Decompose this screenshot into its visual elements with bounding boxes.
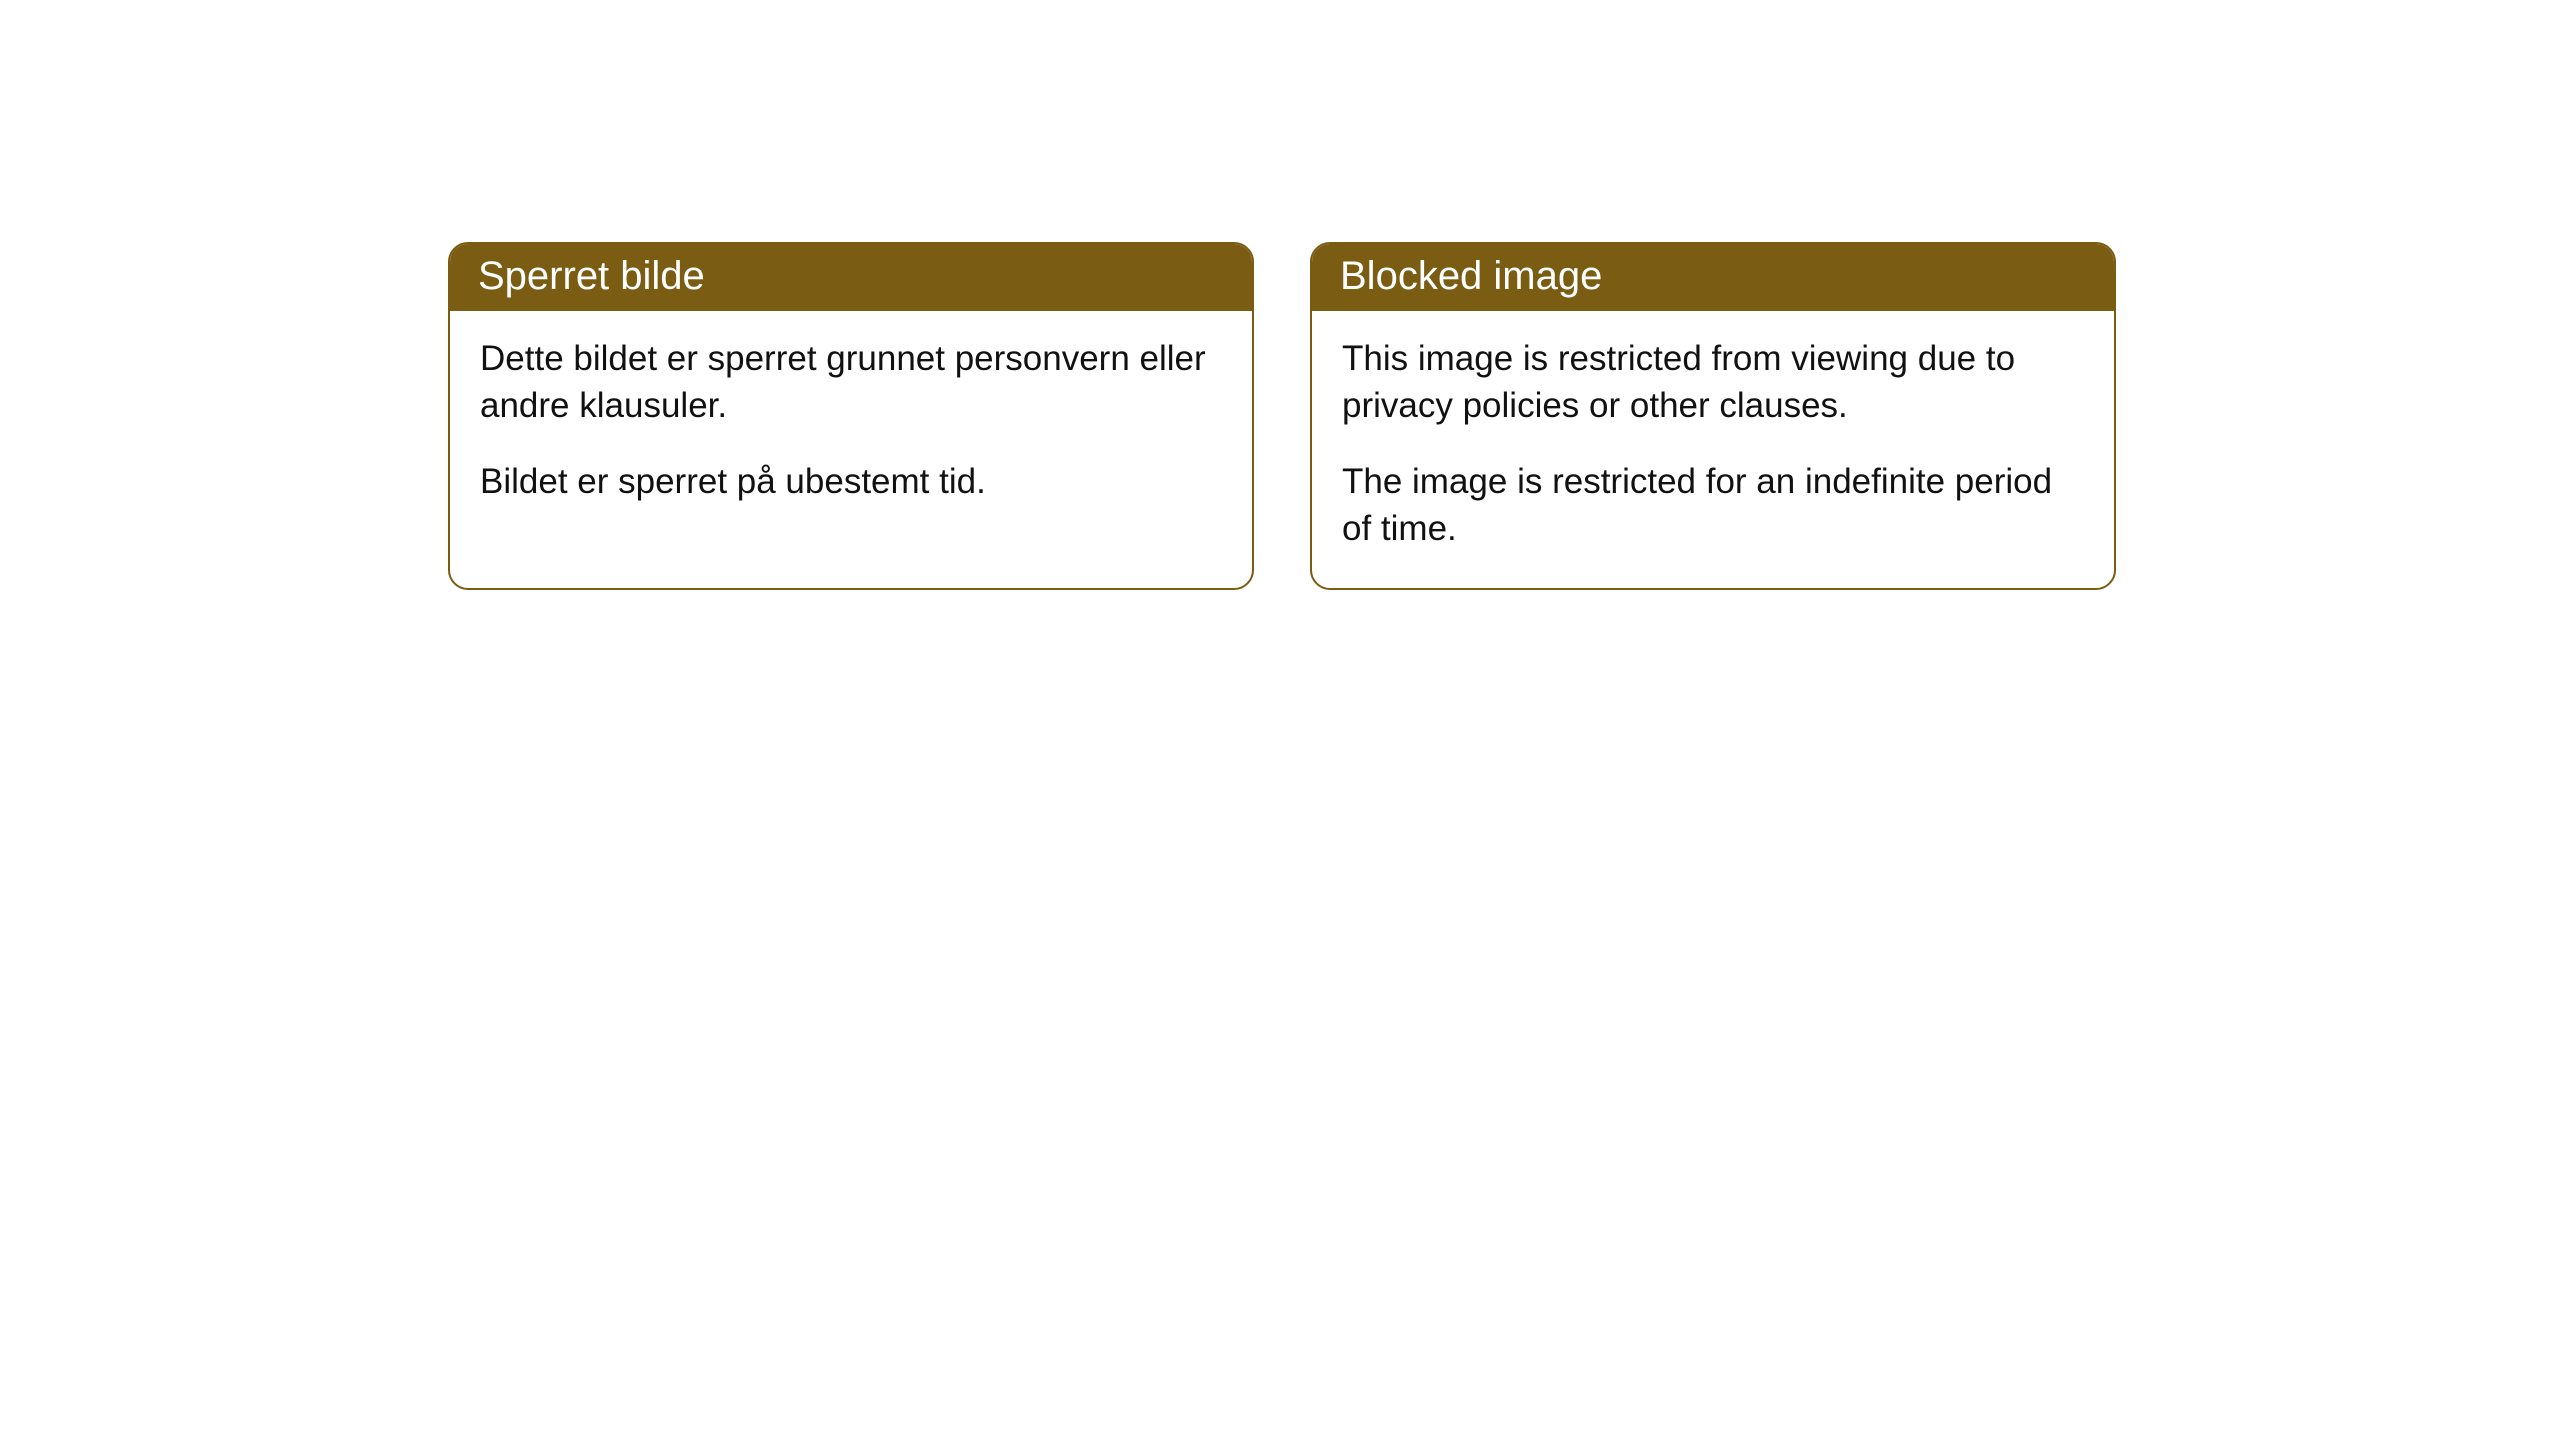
card-paragraph: Dette bildet er sperret grunnet personve…	[480, 335, 1222, 430]
card-body-en: This image is restricted from viewing du…	[1312, 311, 2114, 588]
card-header-en: Blocked image	[1312, 244, 2114, 311]
card-paragraph: This image is restricted from viewing du…	[1342, 335, 2084, 430]
notice-cards-container: Sperret bilde Dette bildet er sperret gr…	[0, 0, 2560, 590]
card-body-no: Dette bildet er sperret grunnet personve…	[450, 311, 1252, 541]
card-paragraph: Bildet er sperret på ubestemt tid.	[480, 458, 1222, 505]
blocked-image-card-en: Blocked image This image is restricted f…	[1310, 242, 2116, 590]
blocked-image-card-no: Sperret bilde Dette bildet er sperret gr…	[448, 242, 1254, 590]
card-paragraph: The image is restricted for an indefinit…	[1342, 458, 2084, 553]
card-header-no: Sperret bilde	[450, 244, 1252, 311]
